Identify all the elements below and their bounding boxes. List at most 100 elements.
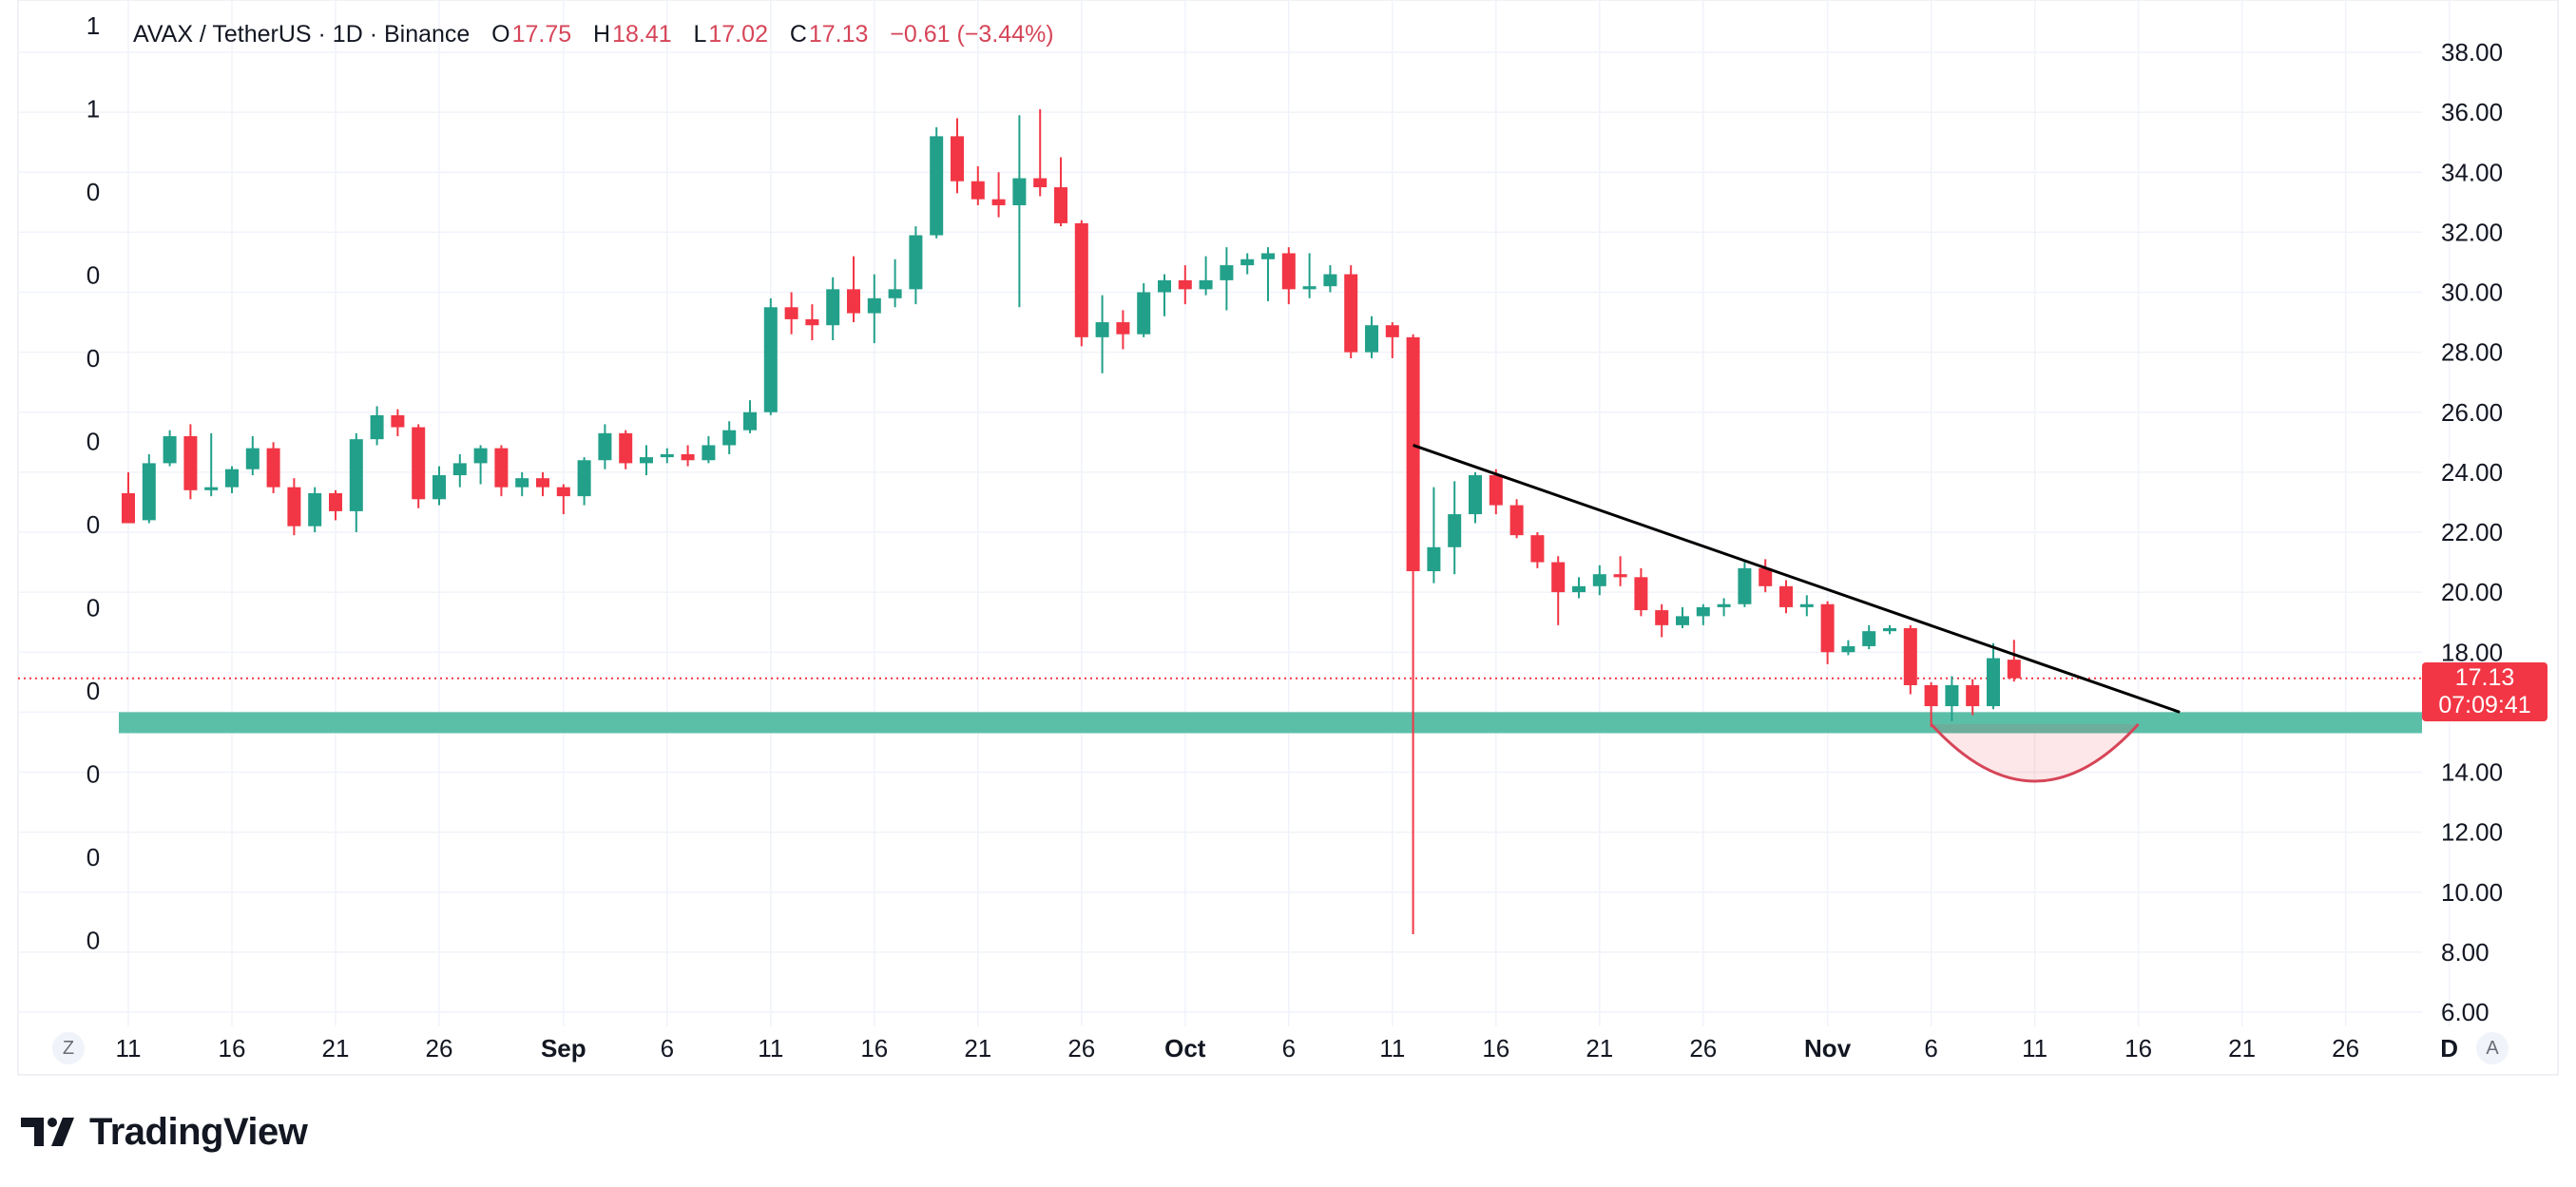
candle[interactable]: [1095, 295, 1109, 373]
candle[interactable]: [847, 256, 860, 323]
candle[interactable]: [1489, 469, 1503, 515]
auto-scale-button[interactable]: A: [2476, 1032, 2509, 1064]
candle[interactable]: [1344, 265, 1358, 358]
x-axis[interactable]: 11 16 21 26 Sep 6 11 16 21 26 Oct 6 11 16 21 26 Nov 6 11 16…: [116, 1034, 2458, 1063]
candle[interactable]: [433, 466, 446, 506]
candle[interactable]: [370, 406, 384, 446]
candle[interactable]: [1406, 334, 1420, 934]
candle[interactable]: [1281, 247, 1296, 305]
candle[interactable]: [1427, 487, 1441, 584]
candle[interactable]: [1012, 115, 1027, 308]
candle[interactable]: [452, 453, 467, 488]
candle[interactable]: [1862, 624, 1876, 650]
candle[interactable]: [1572, 577, 1586, 599]
candle[interactable]: [1137, 283, 1151, 337]
candle[interactable]: [329, 489, 342, 521]
candle[interactable]: [619, 430, 633, 469]
candle[interactable]: [1717, 598, 1731, 617]
candle[interactable]: [951, 118, 964, 194]
candle[interactable]: [556, 484, 570, 515]
candles[interactable]: [122, 108, 2021, 934]
candle[interactable]: [1841, 640, 1855, 656]
candle[interactable]: [308, 487, 322, 532]
candle[interactable]: [122, 471, 135, 524]
candle[interactable]: [494, 445, 509, 497]
candle[interactable]: [473, 445, 488, 485]
y-axis[interactable]: 38.00 36.00 34.00 32.00 30.00 28.00 26.00 24.00…: [2441, 38, 2503, 1026]
candle[interactable]: [888, 258, 902, 308]
support-zone[interactable]: [119, 712, 2422, 734]
candle[interactable]: [204, 432, 219, 497]
candle[interactable]: [1365, 316, 1378, 358]
candle[interactable]: [930, 126, 944, 239]
candle[interactable]: [1448, 481, 1462, 575]
candle[interactable]: [1261, 247, 1275, 301]
candle[interactable]: [681, 445, 695, 467]
candle[interactable]: [1779, 580, 1793, 614]
candle[interactable]: [1509, 499, 1524, 539]
tradingview-logo[interactable]: TradingView: [21, 1108, 308, 1156]
candle[interactable]: [1033, 108, 1048, 197]
candle[interactable]: [266, 442, 280, 493]
candle[interactable]: [287, 478, 301, 536]
candle[interactable]: [1966, 679, 1980, 716]
candle[interactable]: [2007, 640, 2021, 682]
candle[interactable]: [1696, 603, 1710, 625]
candle[interactable]: [1323, 265, 1337, 293]
candle[interactable]: [1116, 310, 1130, 350]
candle[interactable]: [598, 424, 612, 469]
candle[interactable]: [640, 445, 653, 476]
candle[interactable]: [1530, 532, 1545, 568]
trendline[interactable]: [1413, 444, 2181, 714]
candle[interactable]: [743, 400, 757, 433]
timezone-button[interactable]: Z: [52, 1032, 85, 1064]
candle[interactable]: [1613, 556, 1627, 586]
candle[interactable]: [142, 453, 156, 524]
candle[interactable]: [245, 436, 260, 476]
cup-arc[interactable]: [1930, 722, 2140, 783]
candle[interactable]: [412, 424, 426, 508]
candle[interactable]: [349, 432, 363, 532]
candle[interactable]: [1987, 642, 2000, 710]
candle[interactable]: [991, 172, 1006, 218]
candle[interactable]: [909, 226, 923, 305]
candle[interactable]: [1158, 274, 1171, 316]
candle[interactable]: [1592, 565, 1606, 596]
candle[interactable]: [660, 448, 674, 464]
candle[interactable]: [1820, 601, 1835, 664]
candle[interactable]: [702, 436, 716, 464]
candle[interactable]: [163, 430, 177, 467]
candle[interactable]: [536, 471, 549, 497]
candle[interactable]: [225, 466, 239, 493]
candle[interactable]: [1178, 265, 1192, 305]
drawings[interactable]: [1413, 444, 2181, 783]
candle[interactable]: [1634, 567, 1648, 617]
candle[interactable]: [1655, 603, 1669, 638]
candle[interactable]: [1302, 253, 1317, 298]
candle[interactable]: [784, 292, 798, 335]
candle[interactable]: [1074, 220, 1088, 347]
candle[interactable]: [722, 421, 737, 454]
candle[interactable]: [1903, 624, 1917, 695]
candle[interactable]: [1799, 595, 1814, 617]
candle[interactable]: [577, 457, 591, 506]
candle[interactable]: [805, 304, 819, 340]
candle[interactable]: [1385, 322, 1399, 358]
candle[interactable]: [515, 471, 529, 497]
candle[interactable]: [1738, 562, 1752, 607]
candle[interactable]: [1199, 256, 1213, 296]
candle[interactable]: [391, 409, 405, 436]
candle[interactable]: [1240, 253, 1255, 275]
candle[interactable]: [763, 297, 778, 415]
candle[interactable]: [1759, 559, 1773, 593]
candle[interactable]: [826, 277, 840, 340]
candle[interactable]: [1945, 676, 1959, 721]
candle[interactable]: [971, 165, 985, 205]
candle[interactable]: [1054, 157, 1067, 227]
candle[interactable]: [1220, 247, 1234, 311]
candle[interactable]: [183, 424, 198, 500]
candle[interactable]: [1676, 606, 1689, 628]
candle[interactable]: [1924, 681, 1938, 728]
candle[interactable]: [1883, 624, 1896, 635]
